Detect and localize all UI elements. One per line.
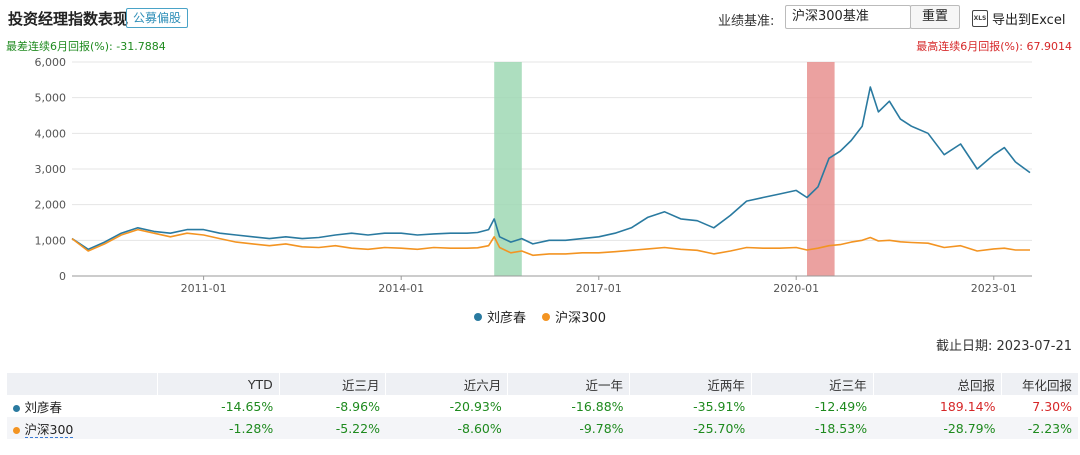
table-header-name [6, 373, 158, 395]
table-cell: -14.65% [221, 398, 274, 414]
row-benchmark-label: 沪深300 [24, 421, 74, 438]
table-cell: 7.30% [1032, 398, 1072, 414]
row-benchmark-name[interactable]: 沪深300 [6, 417, 158, 439]
benchmark-series-line [71, 228, 1030, 257]
header: 投资经理指数表现 公募偏股 业绩基准: 沪深300基准 重置 XLS 导出到Ex… [0, 0, 1080, 36]
table-header-1y: 近一年 [507, 373, 630, 395]
table-header-total: 总回报 [872, 373, 1002, 395]
x-tick-label: 2023-01 [971, 282, 1017, 295]
benchmark-label: 业绩基准: [718, 14, 775, 29]
x-tick-label: 2020-01 [773, 282, 819, 295]
y-tick-label: 1,000 [35, 234, 67, 247]
legend-benchmark-dot-icon [542, 312, 551, 321]
export-excel-label: 导出到Excel [992, 13, 1066, 28]
best-6m-return: 最高连续6月回报(%): 67.9014 [916, 40, 1072, 53]
table-row: 刘彦春 -14.65% -8.96% -20.93% -16.88% -35.9… [7, 395, 1079, 417]
worst-6m-return: 最差连续6月回报(%): -31.7884 [6, 40, 166, 53]
x-tick-label: 2017-01 [576, 282, 622, 295]
x-tick-label: 2011-01 [181, 282, 227, 295]
table-header-annual: 年化回报 [1001, 373, 1078, 395]
table-cell: -1.28% [157, 417, 280, 439]
y-tick-label: 2,000 [35, 199, 67, 212]
legend-item-manager[interactable]: 刘彦春 [474, 307, 526, 326]
chart-legend: 刘彦春 沪深300 [0, 307, 1080, 326]
legend-manager-label: 刘彦春 [487, 311, 527, 326]
table-cell: -5.22% [279, 417, 386, 439]
table-header-3m: 近三月 [278, 373, 386, 395]
x-tick-label: 2014-01 [378, 282, 424, 295]
legend-item-benchmark[interactable]: 沪深300 [542, 307, 606, 326]
export-excel-button[interactable]: XLS 导出到Excel [972, 9, 1065, 28]
table-cell: -8.60% [385, 417, 508, 439]
manager-dot-icon [12, 404, 20, 412]
table-cell: -16.88% [571, 398, 624, 414]
benchmark-dot-icon [12, 426, 20, 434]
y-tick-label: 5,000 [35, 92, 67, 105]
table-header-6m: 近六月 [385, 373, 508, 395]
table-header-row: YTD 近三月 近六月 近一年 近两年 近三年 总回报 年化回报 [6, 373, 1078, 395]
table-cell: 189.14% [939, 398, 996, 414]
reset-button[interactable]: 重置 [910, 5, 960, 29]
performance-table: YTD 近三月 近六月 近一年 近两年 近三年 总回报 年化回报 刘彦春 -14… [6, 373, 1078, 439]
y-tick-label: 4,000 [35, 127, 67, 140]
table-header-3y: 近三年 [750, 373, 874, 395]
table-cell: -12.49% [814, 398, 868, 414]
table-cell: -25.70% [629, 417, 752, 439]
row-manager-label: 刘彦春 [24, 399, 63, 415]
excel-file-icon: XLS [972, 10, 988, 27]
cutoff-date: 截止日期: 2023-07-21 [935, 339, 1072, 354]
y-tick-label: 3,000 [35, 163, 67, 176]
legend-manager-dot-icon [474, 312, 482, 321]
row-manager-name[interactable]: 刘彦春 [7, 395, 158, 417]
y-tick-label: 0 [59, 270, 66, 283]
table-header-2y: 近两年 [629, 373, 752, 395]
table-cell: -9.78% [507, 417, 630, 439]
y-tick-label: 6,000 [35, 56, 67, 69]
category-tag[interactable]: 公募偏股 [126, 8, 189, 28]
manager-series-line [71, 86, 1031, 251]
table-row: 沪深300 -1.28% -5.22% -8.60% -9.78% -25.70… [6, 417, 1078, 439]
table-cell: -20.93% [449, 398, 502, 414]
performance-line-chart: 0 1,000 2,000 3,000 4,000 5,000 6,000 2011-01 20… [35, 56, 1032, 295]
table-cell: -8.96% [335, 398, 380, 414]
table-cell: -2.23% [1001, 417, 1078, 439]
red-highlight-band [807, 62, 835, 276]
page-title: 投资经理指数表现 [8, 10, 129, 28]
table-header-ytd: YTD [157, 373, 280, 395]
benchmark-input[interactable]: 沪深300基准 [785, 5, 911, 29]
table-cell: -18.53% [751, 417, 874, 439]
table-cell: -35.91% [693, 398, 746, 414]
table-cell: -28.79% [873, 417, 1002, 439]
legend-benchmark-label: 沪深300 [555, 311, 606, 326]
